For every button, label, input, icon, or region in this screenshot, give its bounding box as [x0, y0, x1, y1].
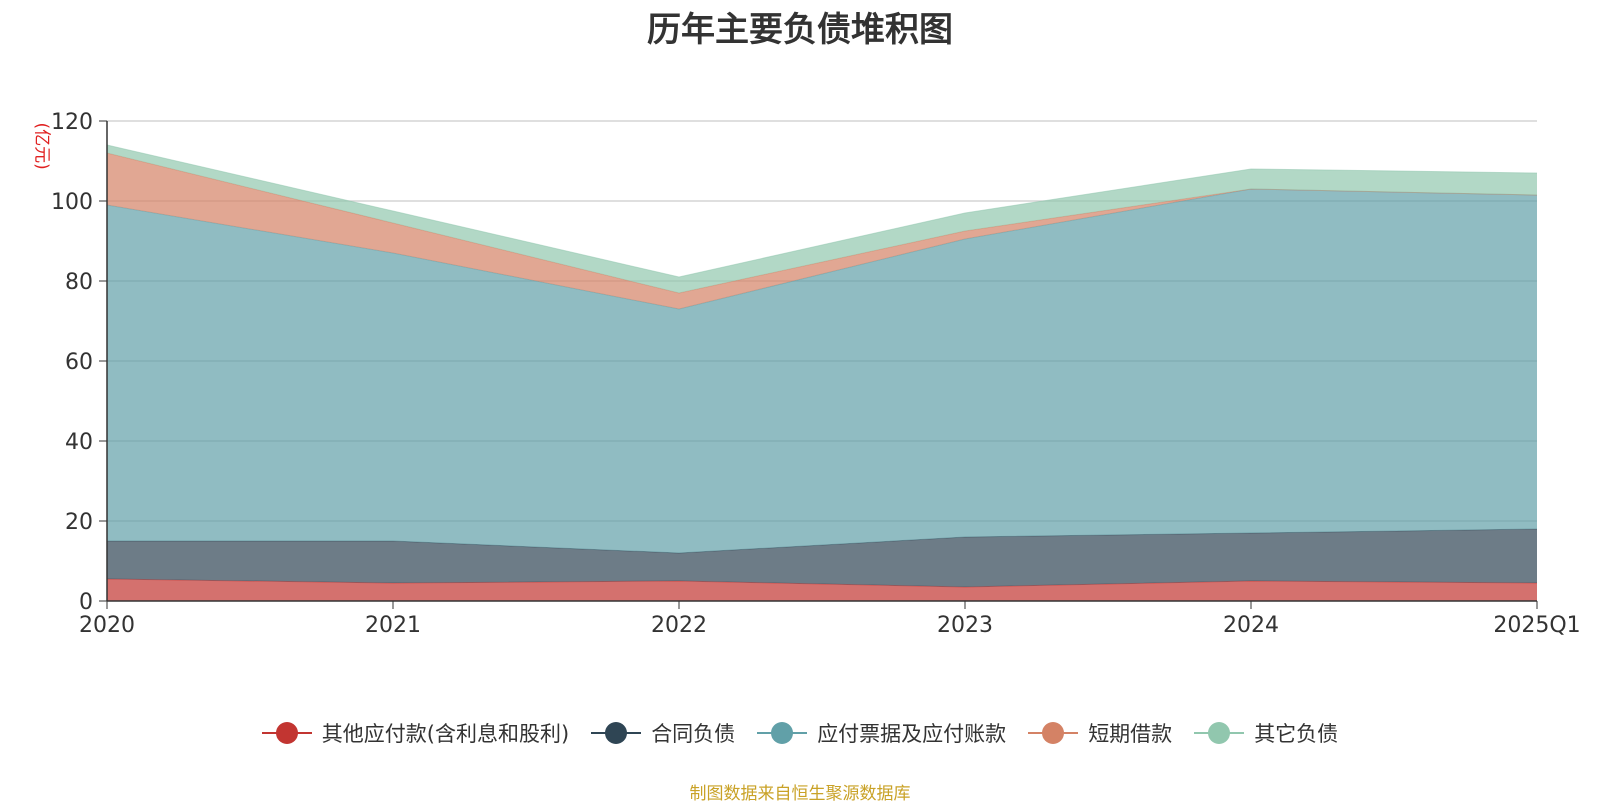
legend-item[interactable]: 合同负债 [591, 718, 735, 748]
legend-label: 短期借款 [1088, 722, 1173, 746]
y-tick-label: 120 [51, 110, 93, 135]
area-edge-4 [106, 144, 1538, 278]
legend: 其他应付款(含利息和股利) 合同负债 应付票据及应付账款 短期借款 其它负债 [0, 718, 1600, 748]
y-tick-label: 40 [65, 430, 93, 455]
legend-marker-icon [1194, 720, 1245, 746]
x-tick-label: 2025Q1 [1493, 613, 1580, 638]
legend-label: 应付票据及应付账款 [817, 722, 1007, 746]
legend-item[interactable]: 应付票据及应付账款 [757, 718, 1006, 748]
y-tick-label: 60 [65, 350, 93, 375]
y-tick-label: 80 [65, 270, 93, 295]
source-note: 制图数据来自恒生聚源数据库 [689, 784, 911, 804]
y-tick-label: 20 [65, 510, 93, 535]
area-series-0 [107, 579, 1537, 601]
legend-marker-icon [757, 720, 808, 746]
legend-item[interactable]: 其它负债 [1194, 718, 1338, 748]
legend-marker-icon [591, 720, 642, 746]
area-series-3 [107, 153, 1537, 309]
y-tick-label: 0 [79, 590, 93, 615]
legend-label: 其他应付款(含利息和股利) [321, 722, 570, 746]
legend-label: 其它负债 [1254, 722, 1339, 746]
area-series-4 [107, 145, 1537, 293]
area-series-1 [107, 529, 1537, 587]
x-tick-label: 2020 [79, 613, 135, 638]
legend-label: 合同负债 [651, 722, 736, 746]
axes: 0 20 40 60 80 100 120 2020 2021 2022 2023 2024 2025Q… [51, 110, 1581, 638]
stacked-areas [106, 144, 1538, 601]
legend-marker-icon [1028, 720, 1079, 746]
x-tick-label: 2023 [937, 613, 993, 638]
chart-title: 历年主要负债堆积图 [647, 10, 953, 50]
y-tick-label: 100 [51, 190, 93, 215]
legend-marker-icon [261, 720, 312, 746]
x-tick-label: 2021 [365, 613, 421, 638]
area-series-2 [107, 189, 1537, 553]
x-tick-label: 2024 [1223, 613, 1279, 638]
x-tick-label: 2022 [651, 613, 707, 638]
legend-item[interactable]: 其他应付款(含利息和股利) [261, 718, 570, 748]
legend-item[interactable]: 短期借款 [1028, 718, 1172, 748]
